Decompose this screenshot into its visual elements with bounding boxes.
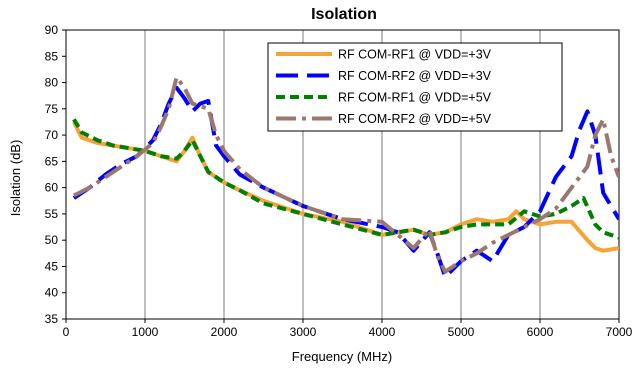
legend-label-2: RF COM-RF2 @ VDD=+3V [338,69,492,83]
series-line-2 [72,85,619,279]
legend-box [267,42,563,132]
x-tick-label: 1000 [132,325,159,339]
axis-ticks: 0 1000 2000 3000 4000 5000 6000 7000 35 40 45 50 55 6… [45,23,633,339]
x-tick-label: 2000 [211,325,238,339]
y-tick-label: 40 [45,286,59,300]
legend-label-4: RF COM-RF2 @ VDD=+5V [338,112,492,126]
y-tick-label: 85 [45,49,59,63]
series-line-4 [73,75,619,274]
chart-title: Isolation [311,6,377,23]
x-tick-label: 6000 [527,325,554,339]
y-tick-label: 75 [45,102,59,116]
y-tick-label: 50 [45,233,59,247]
x-tick-label: 4000 [369,325,396,339]
x-tick-label: 0 [63,325,70,339]
legend-label-3: RF COM-RF1 @ VDD=+5V [338,91,492,105]
series-lines [72,75,619,279]
y-tick-label: 55 [45,207,59,221]
legend: RF COM-RF1 @ VDD=+3V RF COM-RF2 @ VDD=+3V… [267,42,563,132]
y-tick-label: 90 [45,23,59,37]
y-tick-label: 45 [45,259,59,273]
x-tick-label: 7000 [606,325,633,339]
x-axis-label: Frequency (MHz) [292,349,392,364]
legend-label-1: RF COM-RF1 @ VDD=+3V [338,48,492,62]
y-tick-label: 35 [45,312,59,326]
y-axis-label: Isolation (dB) [8,140,23,217]
x-tick-label: 5000 [448,325,475,339]
y-tick-label: 65 [45,154,59,168]
x-tick-label: 3000 [290,325,317,339]
y-tick-label: 80 [45,76,59,90]
series-line-1 [72,121,619,253]
y-tick-label: 70 [45,128,59,142]
y-tick-label: 60 [45,181,59,195]
